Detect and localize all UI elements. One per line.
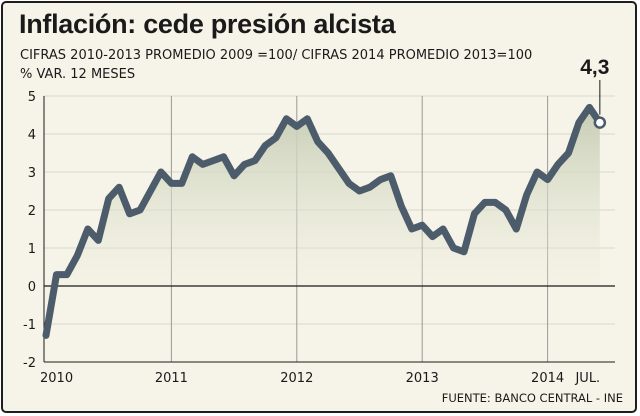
y-axis-label: % VAR. 12 MESES (20, 67, 136, 82)
y-tick-label: 0 (28, 280, 36, 295)
x-tick-label: 2013 (406, 371, 439, 386)
latest-value-marker (593, 116, 607, 129)
x-tick-label: 2012 (280, 371, 313, 386)
x-tick-label: JUL. (574, 371, 600, 386)
x-tick-label: 2011 (155, 371, 188, 386)
y-tick-label: 2 (28, 204, 36, 219)
y-tick-label: -1 (23, 318, 36, 333)
chart-subtitle: CIFRAS 2010-2013 PROMEDIO 2009 =100/ CIF… (20, 48, 533, 63)
y-tick-label: 4 (28, 128, 36, 143)
series-line (42, 103, 604, 339)
chart-title: Inflación: cede presión alcista (19, 9, 396, 39)
x-tick-label: 2014 (531, 371, 564, 386)
y-tick-label: 5 (28, 90, 36, 105)
latest-value-label: 4,3 (580, 56, 609, 79)
y-tick-label: 1 (28, 242, 36, 257)
series-area-fill (46, 107, 600, 336)
source-note: FUENTE: BANCO CENTRAL - INE (441, 391, 623, 405)
y-tick-label: -2 (23, 356, 36, 371)
y-tick-label: 3 (28, 166, 36, 181)
x-tick-label: 2010 (40, 371, 73, 386)
